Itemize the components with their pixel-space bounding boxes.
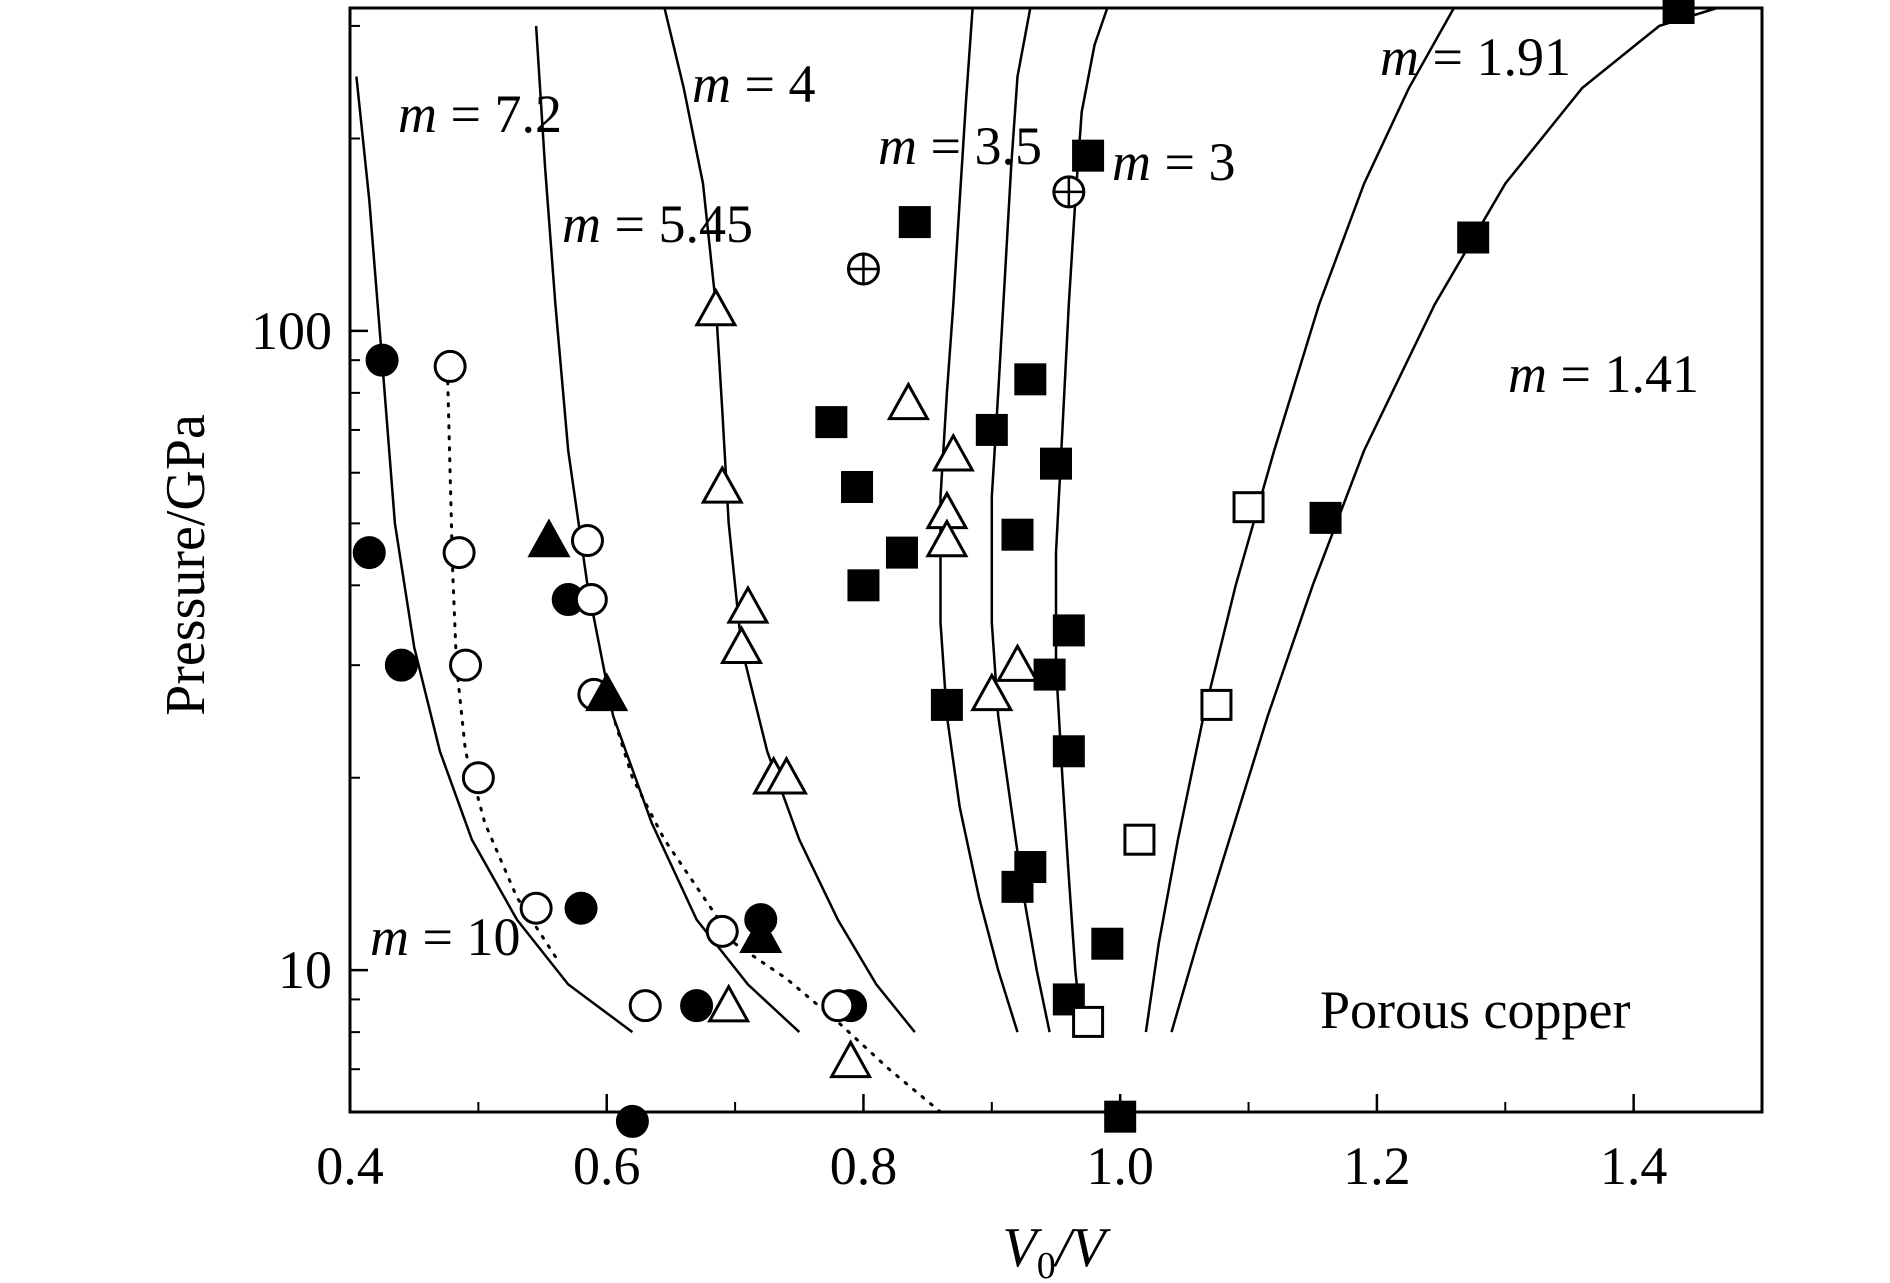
- open-circle-point-6: [628, 989, 662, 1023]
- filled-square-point-3: [898, 206, 931, 239]
- open-triangle-point-13: [995, 643, 1040, 682]
- curve-4: [611, 714, 942, 1114]
- curve-6: [939, 7, 1019, 1033]
- annotation-porous-copper: Porous copper: [1320, 980, 1630, 1040]
- curve-label-10: m = 1.41: [1508, 344, 1699, 404]
- curve-labels-layer: m = 10 m = 7.2m = 5.45 m = 4 m = 3.5 m = 3 m …: [370, 27, 1699, 967]
- open-circle-point-5: [519, 891, 553, 925]
- open-triangle-point-5: [719, 625, 764, 664]
- open-circle-point-3: [449, 648, 483, 682]
- filled-square-point-10: [1001, 518, 1034, 551]
- filled-circle-point-9: [615, 1104, 649, 1138]
- filled-circle-point-5: [564, 891, 598, 925]
- ticks-layer: 0.4 0.6 0.8 1.0 1.2 1.4 10 100: [251, 24, 1763, 1196]
- filled-square-point-11: [885, 536, 918, 569]
- curve-3: [534, 25, 801, 1034]
- open-triangle-point-9: [829, 1039, 873, 1079]
- filled-square-point-9: [1040, 447, 1072, 480]
- x-axis-title: V0/V: [1003, 1217, 1112, 1283]
- open-triangle-point-8: [707, 983, 751, 1023]
- filled-square-point-8: [841, 470, 874, 503]
- x-tick-label-0.4: 0.4: [316, 1136, 384, 1196]
- curve-label-9: m = 1.91: [1380, 27, 1571, 87]
- filled-square-point-13: [1052, 614, 1085, 647]
- filled-square-point-7: [975, 413, 1008, 446]
- open-circle-point-10: [705, 914, 739, 948]
- x-tick-label-0.6: 0.6: [573, 1136, 641, 1196]
- open-triangle-point-3: [700, 464, 744, 504]
- open-circle-point-7: [570, 524, 604, 558]
- filled-triangle-point-2: [585, 672, 629, 712]
- open-triangle-point-2: [886, 381, 930, 421]
- curve-1: [355, 76, 634, 1034]
- filled-circle-point-3: [384, 648, 418, 682]
- filled-triangle-point-1: [527, 518, 571, 558]
- x-tick-label-1.2: 1.2: [1343, 1136, 1411, 1196]
- open-square-point-2: [1200, 688, 1233, 721]
- filled-square-point-14: [1033, 658, 1066, 691]
- curve-label-1: m = 10: [370, 907, 520, 967]
- curve-7: [990, 7, 1051, 1033]
- filled-square-point-19: [1091, 927, 1124, 960]
- x-tick-label-1.4: 1.4: [1600, 1136, 1668, 1196]
- filled-triangle-point-3: [739, 914, 783, 953]
- curve-8: [1054, 7, 1109, 1033]
- open-circle-point-1: [433, 349, 467, 383]
- y-axis-title: Pressure/GPa: [155, 414, 217, 716]
- curve-5: [663, 7, 916, 1033]
- open-square-point-1: [1232, 491, 1265, 524]
- open-triangle-point-4: [726, 584, 770, 624]
- open-triangle-point-1: [694, 287, 738, 327]
- crossed-circle-point-2: [1052, 175, 1086, 209]
- x-tick-label-0.8: 0.8: [830, 1136, 898, 1196]
- curve-label-7: m = 3.5: [878, 116, 1042, 176]
- open-circle-point-11: [821, 989, 855, 1023]
- y-tick-label-10: 10: [278, 940, 332, 1000]
- open-triangle-point-12: [925, 518, 969, 558]
- curve-label-8: m = 3: [1112, 132, 1235, 192]
- x-tick-label-1.0: 1.0: [1086, 1136, 1154, 1196]
- filled-square-point-4: [1457, 221, 1490, 254]
- open-triangle-point-14: [970, 672, 1014, 712]
- plot-frame: [348, 6, 1764, 1114]
- open-circle-point-4: [461, 761, 495, 795]
- curve-10: [1170, 6, 1718, 1033]
- filled-square-point-6: [815, 406, 848, 439]
- filled-circle-point-7: [680, 989, 714, 1023]
- markers-layer: [352, 0, 1695, 1138]
- y-tick-label-100: 100: [251, 301, 332, 361]
- filled-circle-point-1: [365, 343, 399, 377]
- open-triangle-point-7: [764, 755, 808, 795]
- filled-square-point-2: [1072, 139, 1105, 172]
- curve-label-6: m = 4: [692, 54, 815, 114]
- filled-square-point-5: [1014, 363, 1047, 396]
- filled-square-point-1: [1662, 0, 1695, 24]
- crossed-circle-point-1: [846, 252, 880, 286]
- curve-label-3: m = 7.2: [398, 84, 562, 144]
- filled-square-point-22: [1309, 501, 1342, 534]
- open-circle-point-8: [574, 583, 608, 617]
- curve-label-5: m = 5.45: [562, 194, 753, 254]
- filled-circle-point-2: [352, 536, 386, 570]
- filled-square-point-15: [930, 688, 963, 721]
- curves-layer: [355, 6, 1718, 1114]
- filled-square-point-16: [1052, 735, 1085, 768]
- open-triangle-point-10: [931, 432, 975, 472]
- open-square-point-4: [1072, 1005, 1105, 1038]
- open-circle-point-2: [442, 536, 476, 570]
- filled-square-point-12: [847, 569, 880, 602]
- filled-square-point-18: [1001, 870, 1034, 903]
- open-square-point-3: [1123, 823, 1156, 856]
